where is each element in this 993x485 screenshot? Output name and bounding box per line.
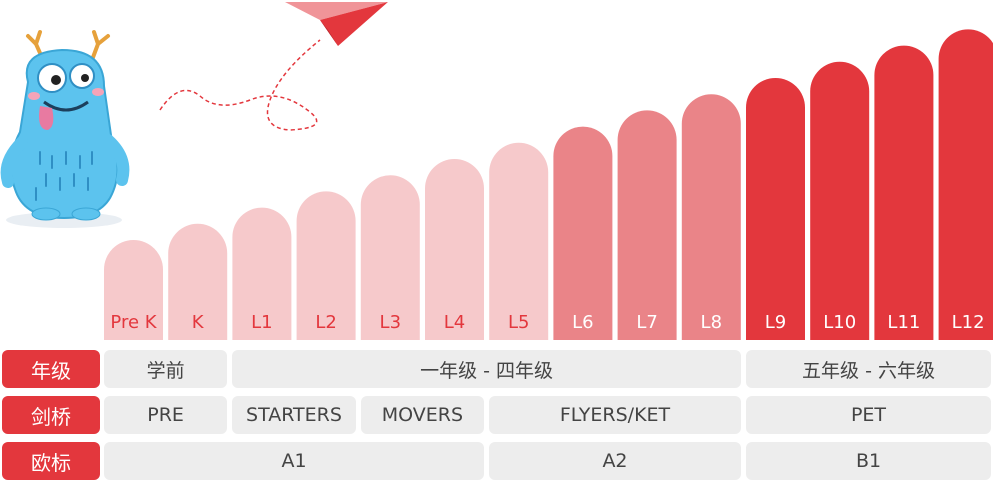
table-cell-cambridge: FLYERS/KET <box>489 396 741 434</box>
table-cell-grade: 学前 <box>104 350 228 388</box>
bar-l7 <box>617 110 677 340</box>
bar-l9 <box>746 78 805 340</box>
bar-l8 <box>681 94 741 340</box>
level-bar-chart: Pre K K L1 L2 L3 L4 L5 L6 L7 L8 L9 L10 L11 L12 <box>104 29 993 340</box>
bar-pre-k <box>104 240 163 340</box>
bar-label: L3 <box>380 312 401 333</box>
bar-l10 <box>810 61 870 340</box>
table-cell-cambridge: STARTERS <box>232 396 356 434</box>
bar-l11 <box>874 45 934 340</box>
table-cell-cefr: A1 <box>104 442 484 480</box>
bar-label: L1 <box>251 312 272 333</box>
bar-label: K <box>192 312 205 333</box>
table-cell-cefr: A2 <box>489 442 741 480</box>
bar-k <box>168 223 228 340</box>
bar-l1 <box>232 207 292 340</box>
table-cell-cefr: B1 <box>746 442 991 480</box>
bar-label: L7 <box>636 312 657 333</box>
bar-label: L9 <box>765 312 786 333</box>
row-header-cambridge: 剑桥 <box>2 396 100 434</box>
table-cell-cambridge: MOVERS <box>360 396 484 434</box>
table-cell-grade: 五年级 - 六年级 <box>746 350 991 388</box>
table-cell-cambridge: PRE <box>104 396 228 434</box>
bar-label: L12 <box>952 312 985 333</box>
table-cell-grade: 一年级 - 四年级 <box>232 350 741 388</box>
bar-l12 <box>938 29 993 340</box>
bar-l3 <box>360 175 420 340</box>
bar-label: L4 <box>444 312 465 333</box>
bar-label: L6 <box>572 312 593 333</box>
bar-label: Pre K <box>110 312 157 333</box>
bar-label: L8 <box>701 312 722 333</box>
bar-label: L5 <box>508 312 529 333</box>
bar-label: L11 <box>887 312 920 333</box>
bar-l6 <box>553 126 613 340</box>
bar-label: L10 <box>823 312 856 333</box>
monster-mascot <box>0 30 130 228</box>
bar-l5 <box>489 142 549 340</box>
bar-l4 <box>425 159 484 340</box>
table-cell-cambridge: PET <box>746 396 991 434</box>
row-header-cefr: 欧标 <box>2 442 100 480</box>
paper-plane-icon <box>159 2 388 131</box>
bar-l2 <box>296 191 356 340</box>
bar-label: L2 <box>315 312 336 333</box>
row-header-grade: 年级 <box>2 350 100 388</box>
